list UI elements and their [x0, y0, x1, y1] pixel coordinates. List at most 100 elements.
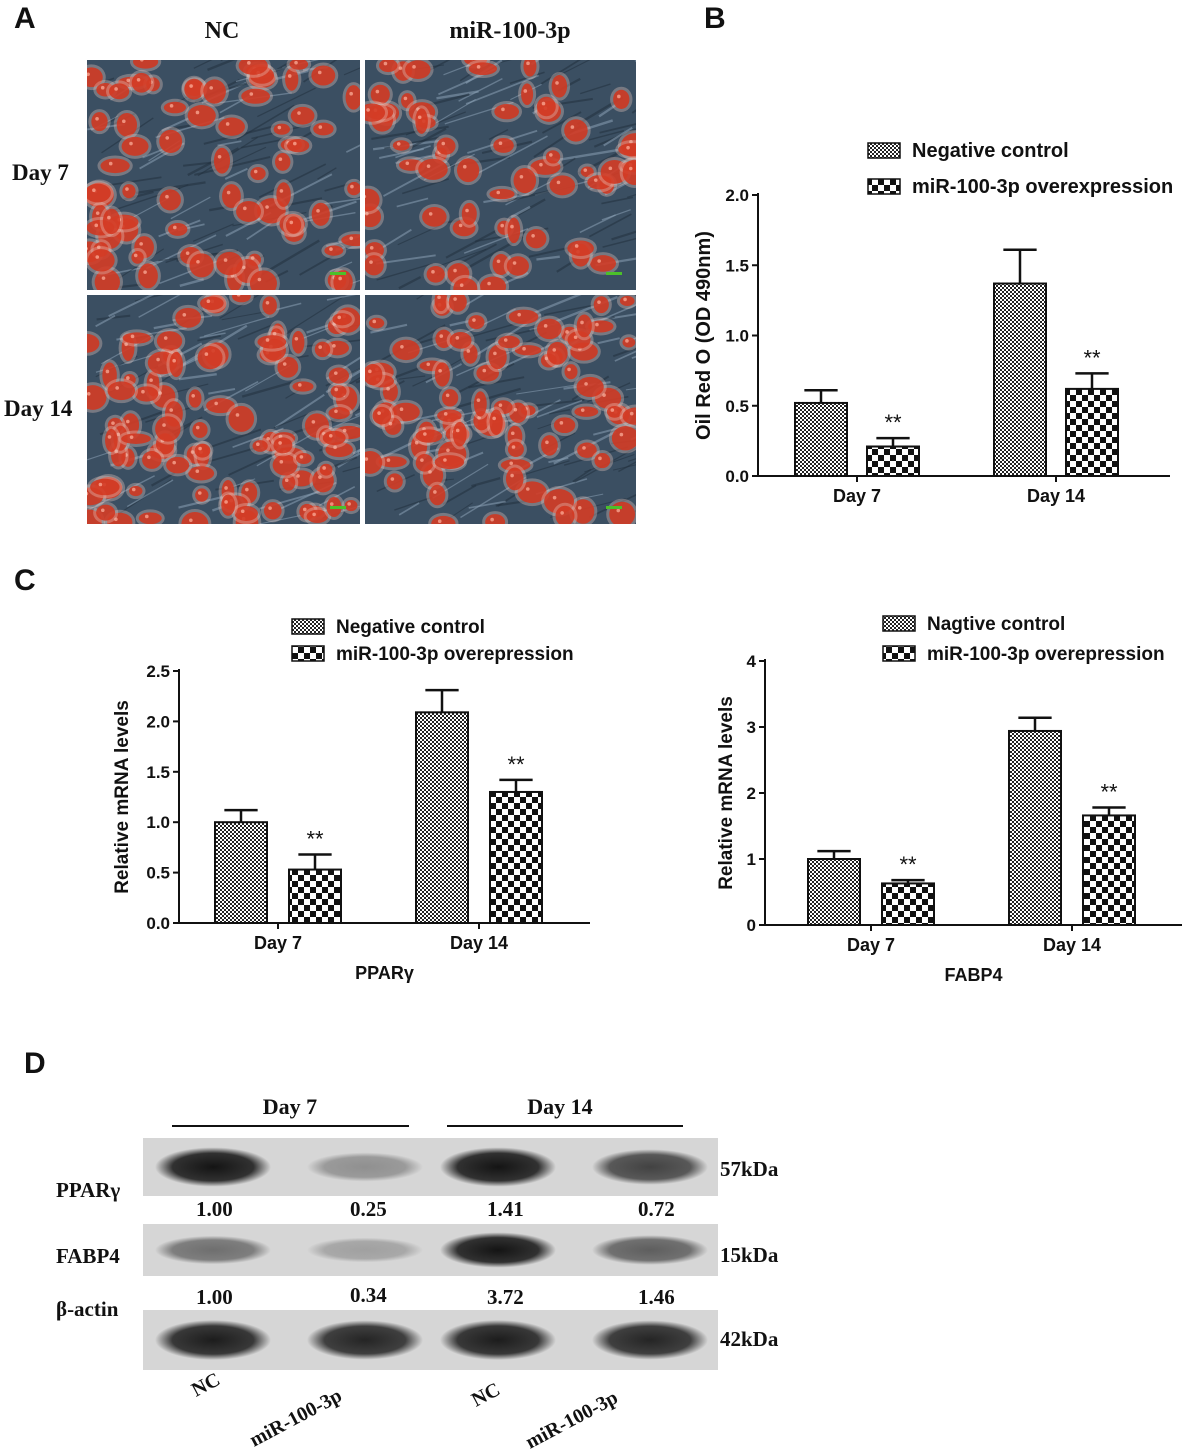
group-label-day14: Day 14	[527, 1094, 593, 1119]
x-tick-label: Day 7	[847, 935, 895, 955]
y-tick-label: 2.5	[146, 662, 170, 681]
quant-fabp4-1: 1.00	[196, 1285, 233, 1309]
x-tick-label: Day 14	[450, 933, 508, 953]
blot-band	[440, 1319, 556, 1361]
blot-bactin	[143, 1310, 718, 1370]
lane-label-1: NC	[188, 1368, 224, 1402]
bar-1-0	[866, 445, 920, 477]
bar-1-1	[489, 790, 543, 924]
bar-0-1	[415, 711, 469, 924]
blot-band	[307, 1152, 423, 1182]
y-axis-label: Relative mRNA levels	[112, 700, 133, 894]
blot-band	[155, 1235, 271, 1265]
y-tick-label: 0.5	[725, 397, 749, 416]
blot-label-bactin: β-actin	[56, 1297, 119, 1321]
bar-1-0	[288, 868, 342, 924]
group-line-day14	[447, 1125, 683, 1127]
legend-entry-0: Nagtive control	[882, 614, 1065, 635]
bar-0-1	[1008, 729, 1062, 926]
chart-ppar-mrna: Negative control miR-100-3p overepression…	[112, 617, 590, 983]
significance-mark: **	[899, 852, 917, 877]
quant-fabp4-2: 0.34	[350, 1283, 387, 1307]
blot-label-pparg: PPARγ	[56, 1178, 121, 1202]
legend-label-0: Nagtive control	[927, 614, 1065, 635]
blot-band	[155, 1319, 271, 1361]
chart-fabp4-mrna: Nagtive control miR-100-3p overepression 0…	[716, 614, 1182, 985]
significance-mark: **	[306, 826, 324, 851]
blot-band	[307, 1320, 423, 1360]
x-tick-label: Day 7	[833, 486, 881, 506]
kda-bactin: 42kDa	[720, 1327, 779, 1351]
bar-0-1	[993, 282, 1047, 477]
legend-entry-1: miR-100-3p overepression	[291, 644, 574, 665]
micrograph-nc-day14	[87, 295, 360, 524]
lane-label-2: miR-100-3p	[246, 1384, 346, 1452]
y-tick-label: 1	[747, 850, 756, 869]
significance-mark: **	[507, 752, 525, 777]
blot-band	[592, 1149, 708, 1185]
legend-label-1: miR-100-3p overexpression	[912, 176, 1173, 198]
blot-band	[440, 1147, 556, 1187]
quant-pparg-2: 0.25	[350, 1197, 387, 1221]
blot-band	[440, 1232, 556, 1268]
bar-1-1	[1082, 814, 1136, 926]
y-tick-label: 1.0	[146, 813, 170, 832]
quant-pparg-1: 1.00	[196, 1197, 233, 1221]
y-tick-label: 2.0	[725, 186, 749, 205]
group-label-day7: Day 7	[262, 1094, 318, 1119]
x-axis-label: FABP4	[944, 965, 1002, 985]
legend-label-0: Negative control	[336, 617, 485, 638]
y-tick-label: 4	[747, 652, 757, 671]
y-tick-label: 1.5	[146, 763, 170, 782]
col-label-mir: miR-100-3p	[449, 18, 571, 44]
legend-entry-1: miR-100-3p overepression	[882, 644, 1165, 665]
lane-label-4: miR-100-3p	[522, 1386, 622, 1454]
micrograph-mir-day7	[365, 60, 636, 290]
y-axis-label: Relative mRNA levels	[716, 696, 737, 890]
bar-1-1	[1065, 387, 1119, 478]
panel-b-letter: B	[704, 2, 726, 35]
y-tick-label: 0.0	[146, 914, 170, 933]
row-label-day7: Day 7	[12, 160, 69, 185]
bar-0-0	[807, 858, 861, 926]
y-tick-label: 1.0	[725, 327, 749, 346]
y-tick-label: 0.5	[146, 864, 170, 883]
blot-band	[155, 1147, 271, 1187]
quant-pparg-3: 1.41	[487, 1197, 524, 1221]
blot-pparg	[143, 1138, 718, 1196]
blot-band	[592, 1235, 708, 1265]
legend-entry-0: Negative control	[867, 140, 1069, 162]
quant-fabp4-4: 1.46	[638, 1285, 675, 1309]
bar-0-0	[794, 401, 848, 477]
blot-fabp4	[143, 1224, 718, 1276]
y-tick-label: 0.0	[725, 467, 749, 486]
blot-band	[592, 1320, 708, 1360]
bar-1-0	[881, 882, 935, 927]
blot-band	[307, 1237, 423, 1263]
x-tick-label: Day 14	[1027, 486, 1085, 506]
panel-a-letter: A	[14, 2, 36, 35]
kda-fabp4: 15kDa	[720, 1243, 779, 1267]
y-axis-label: Oil Red O (OD 490nm)	[693, 231, 715, 440]
legend-entry-1: miR-100-3p overexpression	[867, 176, 1173, 198]
col-label-nc: NC	[204, 18, 240, 44]
legend-label-1: miR-100-3p overepression	[927, 644, 1165, 665]
significance-mark: **	[884, 410, 902, 435]
lane-label-3: NC	[468, 1378, 504, 1412]
micrograph-nc-day7	[87, 60, 360, 290]
kda-pparg: 57kDa	[720, 1157, 779, 1181]
legend-label-0: Negative control	[912, 140, 1069, 162]
y-tick-label: 0	[747, 916, 756, 935]
blot-label-fabp4: FABP4	[56, 1244, 120, 1268]
x-tick-label: Day 14	[1043, 935, 1101, 955]
y-tick-label: 2	[747, 784, 756, 803]
row-label-day14: Day 14	[4, 396, 73, 421]
significance-mark: **	[1100, 780, 1118, 805]
legend-label-1: miR-100-3p overepression	[336, 644, 574, 665]
quant-fabp4-3: 3.72	[487, 1285, 524, 1309]
y-tick-label: 2.0	[146, 712, 170, 731]
panel-c-letter: C	[14, 564, 36, 597]
y-tick-label: 1.5	[725, 256, 749, 275]
legend-entry-0: Negative control	[291, 617, 485, 638]
micrograph-mir-day14	[365, 295, 636, 524]
